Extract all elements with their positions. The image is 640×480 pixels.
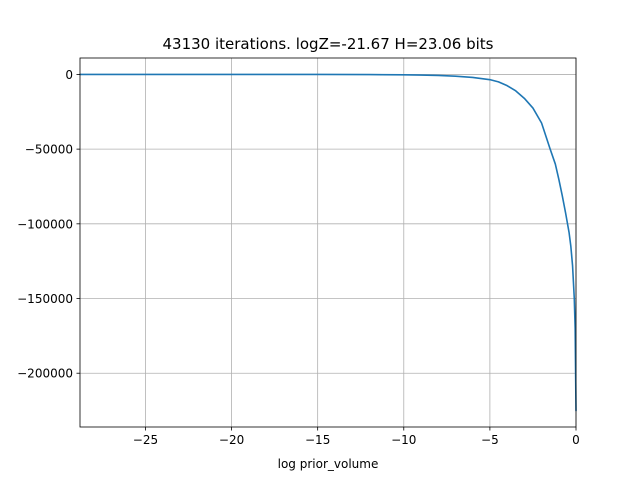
y-tick-label: −100000 <box>17 217 73 231</box>
series-line <box>79 73 577 412</box>
y-tick-label: −50000 <box>25 143 73 157</box>
x-tick-label: 0 <box>572 433 580 447</box>
x-tick-label: −25 <box>133 433 158 447</box>
y-tick-label: −200000 <box>17 367 73 381</box>
x-tick-label: −15 <box>305 433 330 447</box>
x-tick-label: −10 <box>391 433 416 447</box>
x-tick-label: −5 <box>481 433 499 447</box>
x-axis-label: log prior_volume <box>278 457 379 471</box>
x-tick-label: −20 <box>219 433 244 447</box>
plot-frame <box>79 57 577 428</box>
series-layer <box>79 73 577 412</box>
y-tick-label: −150000 <box>17 292 73 306</box>
grid-lines <box>80 58 577 427</box>
chart-title: 43130 iterations. logZ=-21.67 H=23.06 bi… <box>163 35 494 53</box>
y-tick-label: 0 <box>65 68 73 82</box>
axis-ticks: −25 −20 −15 −10 −5 0 0 −50000 −100000 −150000 −200… <box>17 68 580 447</box>
